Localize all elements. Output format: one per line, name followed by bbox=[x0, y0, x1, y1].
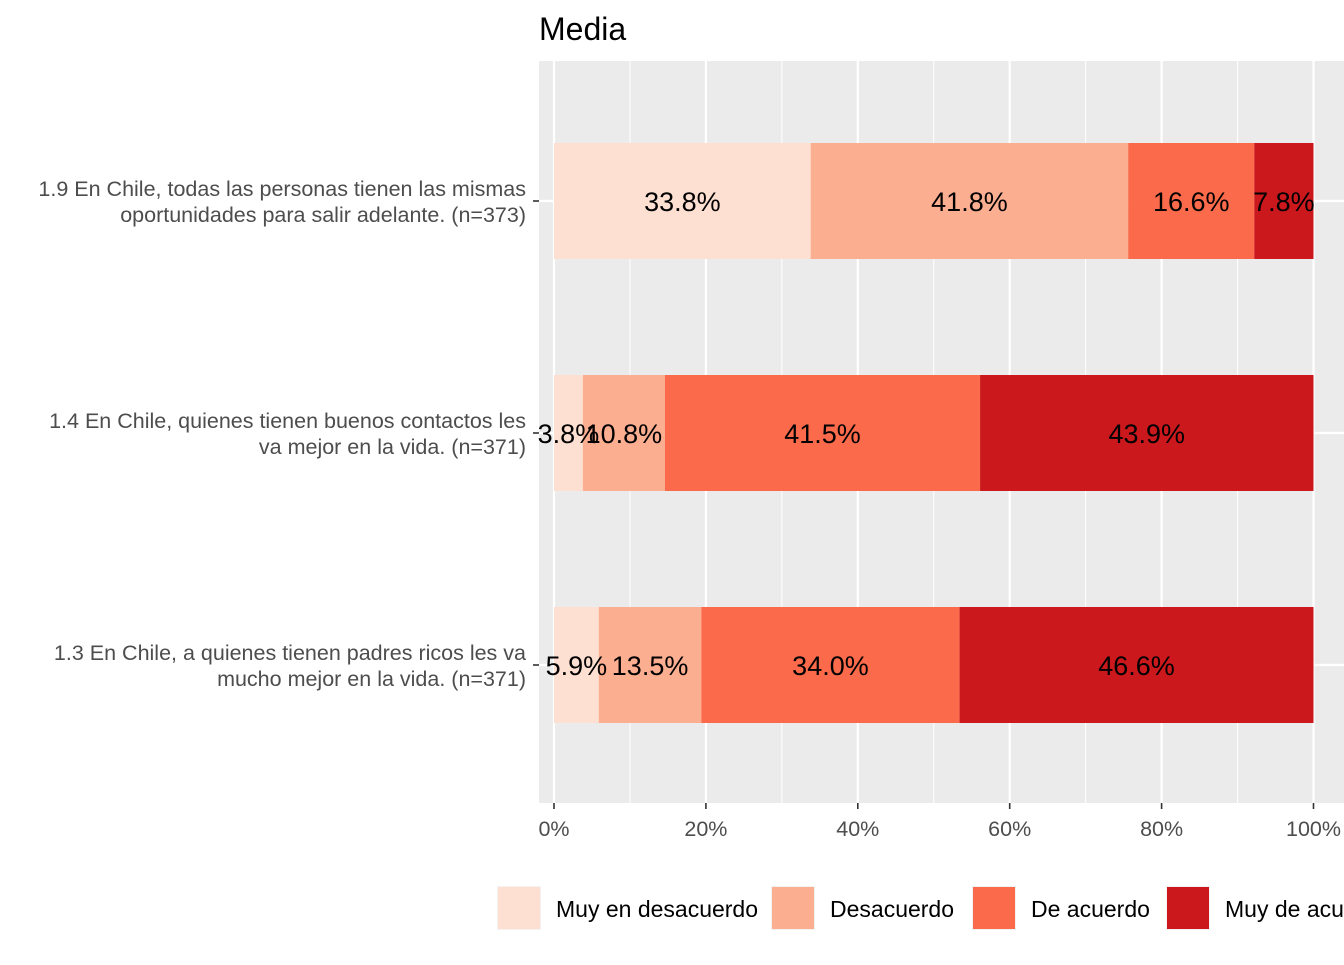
bar-segment bbox=[810, 143, 1129, 259]
bar-segment bbox=[1254, 143, 1314, 259]
bar-segment bbox=[554, 143, 811, 259]
data-label: 41.8% bbox=[931, 187, 1008, 217]
y-tick-label: 1.9 En Chile, todas las personas tienen … bbox=[38, 177, 526, 201]
legend-label: Muy en desacuerdo bbox=[556, 896, 758, 922]
bar-segment bbox=[980, 375, 1314, 491]
legend-key bbox=[1167, 887, 1209, 929]
y-tick-label: 1.4 En Chile, quienes tienen buenos cont… bbox=[49, 409, 526, 433]
data-label: 41.5% bbox=[784, 419, 861, 449]
x-tick-label: 40% bbox=[836, 817, 879, 841]
data-label: 10.8% bbox=[586, 419, 663, 449]
bar-segment bbox=[598, 607, 702, 723]
legend-label: De acuerdo bbox=[1031, 896, 1150, 922]
chart-title: Media bbox=[539, 11, 626, 47]
data-label: 33.8% bbox=[644, 187, 721, 217]
bar-segment bbox=[554, 375, 583, 491]
x-tick-label: 60% bbox=[988, 817, 1031, 841]
bar-labels-layer: 33.8% 41.8% 16.6% 7.8% 3.8%10.8% 41.5% 43.9% 5.… bbox=[538, 187, 1315, 681]
y-tick-label: 1.3 En Chile, a quienes tienen padres ri… bbox=[54, 641, 526, 665]
x-tick-label: 0% bbox=[538, 817, 569, 841]
bar-segment bbox=[701, 607, 960, 723]
data-label: 7.8% bbox=[1253, 187, 1315, 217]
data-label: 16.6% bbox=[1153, 187, 1230, 217]
data-label: 13.5% bbox=[612, 651, 689, 681]
data-label: 3.8% bbox=[538, 419, 600, 449]
legend-label: Desacuerdo bbox=[830, 896, 954, 922]
legend-key bbox=[772, 887, 814, 929]
x-tick-label: 20% bbox=[684, 817, 727, 841]
bar-segment bbox=[959, 607, 1314, 723]
legend: Muy en desacuerdo Desacuerdo De acuerdo Muy… bbox=[497, 886, 1344, 930]
bar-segment bbox=[1128, 143, 1255, 259]
data-label: 46.6% bbox=[1098, 651, 1175, 681]
legend-key bbox=[498, 887, 540, 929]
y-tick-label: va mejor en la vida. (n=371) bbox=[259, 435, 526, 459]
y-tick-label: oportunidades para salir adelante. (n=37… bbox=[120, 203, 526, 227]
legend-key bbox=[973, 887, 1015, 929]
data-label: 5.9% bbox=[546, 651, 608, 681]
bar-segment bbox=[554, 607, 599, 723]
bar-segment bbox=[664, 375, 981, 491]
x-tick-label: 100% bbox=[1286, 817, 1341, 841]
data-label: 34.0% bbox=[792, 651, 869, 681]
x-tick-label: 80% bbox=[1140, 817, 1183, 841]
y-axis: 1.9 En Chile, todas las personas tienen … bbox=[38, 177, 539, 691]
x-axis: 0% 20% 40% 60% 80% 100% bbox=[538, 803, 1341, 841]
bar-segment bbox=[582, 375, 665, 491]
bars-layer bbox=[554, 143, 1314, 723]
legend-label: Muy de acuerdo bbox=[1225, 896, 1344, 922]
y-tick-label: mucho mejor en la vida. (n=371) bbox=[217, 667, 526, 691]
data-label: 43.9% bbox=[1109, 419, 1186, 449]
